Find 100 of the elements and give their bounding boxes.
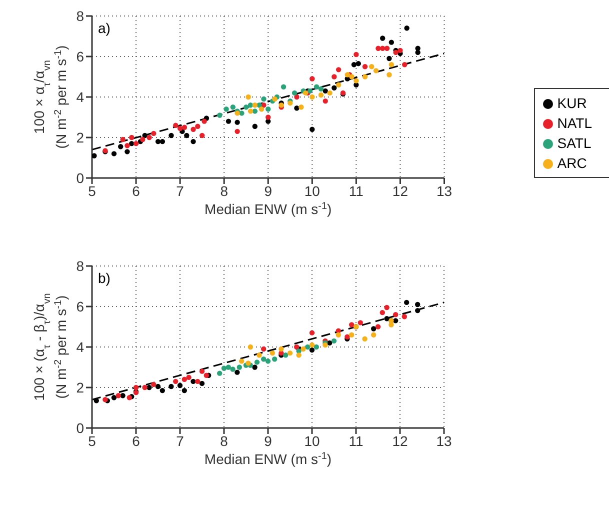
point	[146, 134, 152, 140]
point	[118, 144, 124, 150]
point	[300, 346, 306, 352]
point	[190, 138, 196, 144]
point	[248, 344, 253, 350]
point	[256, 352, 262, 358]
y-tick-label: 4	[76, 338, 84, 355]
point	[332, 85, 337, 90]
point	[234, 128, 240, 134]
point	[199, 380, 205, 386]
point	[160, 138, 166, 144]
x-tick-label: 11	[348, 182, 364, 199]
point	[190, 378, 196, 384]
point	[266, 114, 271, 120]
point	[384, 46, 390, 51]
x-tick-label: 10	[304, 432, 320, 449]
point	[305, 344, 310, 350]
point	[283, 352, 288, 358]
point	[302, 90, 308, 96]
point	[402, 62, 408, 68]
legend-label: ARC	[557, 155, 587, 171]
x-tick-label: 12	[392, 182, 408, 199]
point	[307, 88, 313, 94]
point	[278, 346, 284, 352]
point	[331, 338, 337, 344]
point	[351, 62, 357, 68]
point	[226, 118, 232, 124]
y-tick-label: 6	[76, 298, 84, 314]
point	[371, 332, 376, 338]
point	[309, 330, 315, 336]
point	[309, 347, 315, 353]
point	[314, 84, 320, 90]
point	[327, 90, 332, 96]
point	[120, 393, 126, 398]
point	[168, 132, 174, 138]
point	[336, 67, 342, 72]
point	[142, 384, 148, 390]
point	[142, 132, 148, 138]
point	[202, 118, 207, 124]
point	[184, 132, 190, 138]
x-tick-label: 6	[132, 432, 140, 449]
x-tick-label: 13	[436, 432, 452, 449]
x-tick-label: 5	[88, 182, 96, 199]
point	[252, 124, 258, 129]
point	[354, 52, 359, 58]
point	[124, 149, 130, 154]
annotation: b)	[98, 270, 110, 286]
point	[199, 368, 205, 374]
x-tick-label: 6	[132, 182, 140, 199]
point	[168, 384, 174, 390]
point	[129, 134, 134, 140]
point	[248, 108, 254, 114]
point	[246, 94, 251, 100]
point	[404, 26, 410, 31]
point	[362, 64, 368, 70]
point	[248, 102, 254, 108]
point	[310, 126, 315, 132]
point	[386, 72, 392, 78]
point	[266, 106, 271, 112]
point	[190, 126, 196, 132]
point	[298, 104, 304, 110]
point	[244, 104, 249, 110]
point	[252, 364, 258, 370]
x-tick-label: 7	[176, 182, 184, 199]
point	[173, 122, 178, 128]
point	[204, 372, 209, 378]
point	[393, 318, 398, 324]
point	[322, 88, 328, 94]
point	[221, 366, 227, 371]
point	[292, 90, 298, 96]
point	[388, 62, 394, 68]
point	[369, 64, 374, 70]
point	[336, 82, 342, 88]
point	[349, 332, 354, 338]
point	[195, 378, 200, 384]
y-tick-label: 2	[76, 129, 84, 146]
point	[177, 126, 183, 131]
y-tick-label: 4	[76, 88, 84, 105]
annotation: a)	[98, 20, 110, 36]
y-tick-label: 8	[76, 258, 84, 274]
point	[160, 388, 165, 394]
point	[349, 74, 354, 80]
point	[362, 74, 368, 80]
point	[126, 395, 132, 400]
point	[318, 86, 324, 92]
point	[384, 316, 390, 322]
point	[116, 393, 121, 398]
point	[133, 140, 139, 146]
point	[415, 308, 420, 314]
point	[398, 48, 403, 54]
legend-label: SATL	[557, 135, 592, 151]
point	[151, 382, 156, 388]
point	[111, 395, 117, 400]
point	[358, 320, 363, 326]
point	[186, 374, 192, 380]
point	[388, 40, 394, 45]
point	[182, 388, 187, 394]
point	[182, 376, 187, 382]
point	[310, 94, 315, 100]
point	[309, 342, 315, 348]
